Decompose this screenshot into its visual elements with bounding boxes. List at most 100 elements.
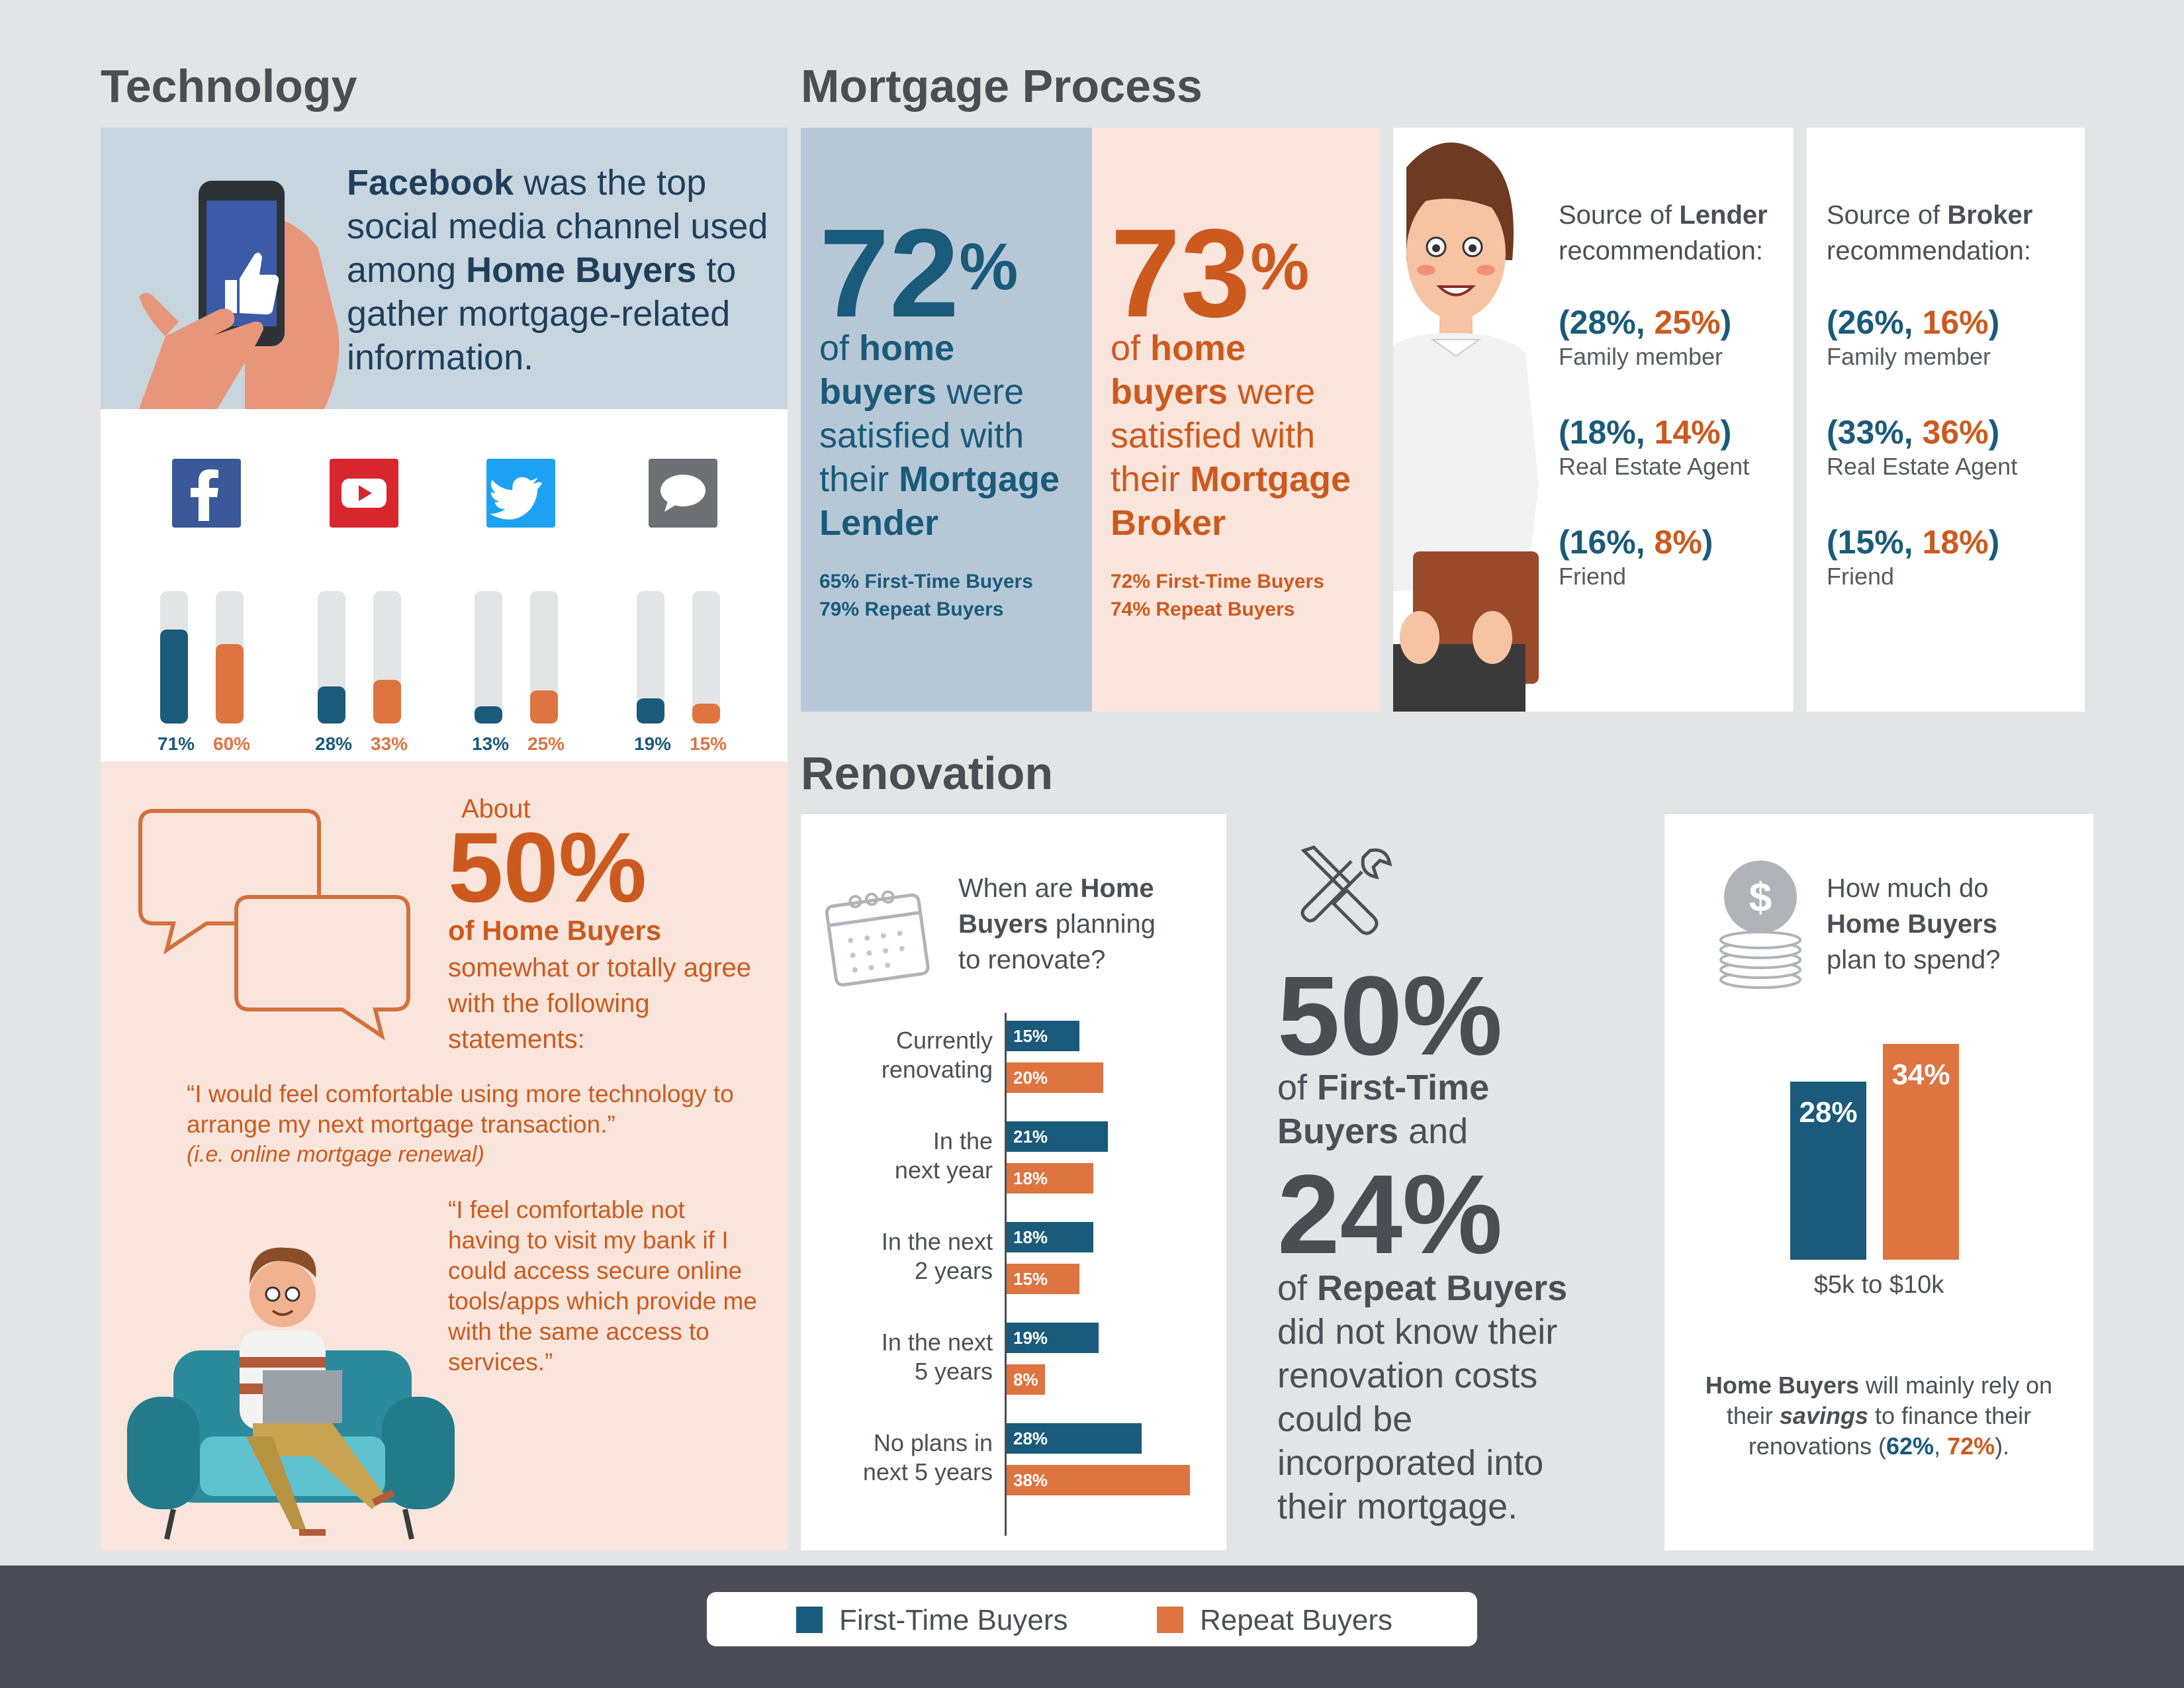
cost-first-label: of First-Time Buyers and (1277, 1066, 1635, 1153)
source-pair: (16%, 8%) (1559, 523, 1713, 561)
spend-note-end: ). (1995, 1432, 2010, 1460)
cost-first-time: First-Time (1317, 1068, 1490, 1107)
lender-statement: of home buyers were satisfied with their … (819, 326, 1084, 545)
source-repeat-value: 16% (1922, 304, 1989, 341)
technology-heading: Technology (101, 60, 357, 112)
bar-value-repeat: 33% (371, 733, 408, 754)
timing-row-label-line2: next 5 years (862, 1458, 993, 1485)
source-first-time-value: 15% (1837, 524, 1904, 561)
broker-percent: 73% (1111, 211, 1309, 336)
agree-rest: somewhat or totally agree with the follo… (448, 953, 752, 1054)
spend-bar-value-repeat: 34% (1891, 1058, 1950, 1091)
lender-src-t1: Source of (1559, 201, 1680, 230)
timing-row-label: No plans in next 5 years (821, 1429, 993, 1487)
paren-open: ( (1559, 414, 1570, 451)
timing-row-label: Currently renovating (821, 1026, 993, 1084)
agree-panel: About 50% of Home Buyers somewhat or tot… (101, 761, 788, 1550)
broker-sub-first-time: 72% First-Time Buyers (1111, 571, 1324, 592)
spend-q-bold: Home Buyers (1827, 910, 1997, 939)
timing-row-label-line2: next year (894, 1156, 993, 1184)
bar-repeat (530, 690, 558, 724)
spend-note-comma: , (1934, 1432, 1948, 1460)
footer: First-Time Buyers Repeat Buyers (0, 1566, 2184, 1688)
quote-2: “I feel comfortable not having to visit … (448, 1196, 757, 1376)
paren-open: ( (1559, 524, 1570, 561)
broker-statement: of home buyers were satisfied with their … (1111, 326, 1375, 545)
spend-q2: plan to spend? (1827, 945, 2001, 974)
source-repeat-value: 25% (1654, 304, 1721, 341)
quote-1-note: (i.e. online mortgage renewal) (187, 1142, 484, 1167)
fb-text-2: to gather mortgage-related information. (347, 250, 737, 377)
broker-of: of (1111, 328, 1151, 368)
timing-axis-line (1005, 1013, 1007, 1536)
chat-icon (649, 459, 717, 528)
spend-range-label: $5k to $10k (1813, 1271, 1944, 1299)
spend-bar-first-time: 28% (1790, 1082, 1866, 1260)
paren-close: ) (1720, 414, 1732, 451)
timing-bar-first-time: 21% (1007, 1121, 1109, 1152)
timing-row-label-line2: renovating (881, 1056, 993, 1083)
quote-1: “I would feel comfortable using more tec… (187, 1080, 734, 1138)
lender-source-panel: Source of Lender recommendation: (28%, 25… (1393, 128, 1794, 712)
broker-mortgage: Mortgage (1190, 459, 1351, 499)
comma: , (1635, 414, 1655, 451)
lender-were: were satisfied with their (819, 372, 1024, 499)
legend-first-time-label: First-Time Buyers (839, 1604, 1068, 1636)
broker-percent-number: 73 (1111, 203, 1251, 344)
lender-kind: Lender (819, 503, 939, 543)
timing-row-label-line2: 2 years (914, 1257, 993, 1284)
timing-row-label: In the next year (821, 1127, 993, 1185)
broker-source-title: Source of Broker recommendation: (1827, 197, 2032, 269)
lender-sub: 65% First-Time Buyers 79% Repeat Buyers (819, 568, 1033, 624)
timing-bar-repeat: 18% (1007, 1163, 1094, 1194)
bar-value-repeat: 60% (213, 733, 251, 754)
agree-percent: 50% (448, 812, 647, 923)
source-first-time-value: 26% (1837, 304, 1904, 341)
source-pair: (28%, 25%) (1559, 303, 1731, 342)
comma: , (1903, 304, 1923, 341)
legend-repeat-swatch (1157, 1607, 1183, 1633)
tools-icon (1300, 845, 1392, 935)
facebook-icon (172, 459, 241, 528)
lender-percent-sign: % (959, 230, 1019, 304)
timing-bar-first-time: 28% (1007, 1423, 1142, 1454)
bar-first-time (475, 706, 502, 724)
broker-kind: Broker (1111, 503, 1226, 543)
spend-bar-value-first-time: 28% (1799, 1096, 1858, 1129)
svg-text:$: $ (1749, 875, 1772, 921)
fb-text-1: was the top social media channel used am… (347, 163, 768, 290)
timing-bar-repeat: 20% (1007, 1062, 1103, 1093)
social-channel-column: 13% 25% (472, 459, 580, 754)
spend-q1: How much do (1827, 874, 1989, 903)
lender-percent: 72% (819, 211, 1019, 336)
bar-value-first-time: 19% (634, 733, 672, 754)
spend-note-bold: Home Buyers (1705, 1372, 1859, 1399)
broker-src-bold: Broker (1947, 201, 2033, 230)
broker-sub: 72% First-Time Buyers 74% Repeat Buyers (1111, 568, 1324, 624)
lender-src-t2: recommendation: (1559, 236, 1764, 265)
broker-satisfaction-panel: 73% of home buyers were satisfied with th… (1092, 128, 1380, 712)
legend-first-time-swatch (796, 1607, 823, 1633)
cost-and: and (1398, 1111, 1469, 1151)
woman-illustration (1393, 142, 1539, 712)
facebook-panel: Facebook was the top social media channe… (101, 128, 788, 409)
timing-bar-first-time: 15% (1007, 1021, 1079, 1051)
bar-track-first-time (637, 591, 664, 724)
timing-q3: to renovate? (958, 945, 1106, 974)
coins-icon: $ (1719, 861, 1801, 989)
paren-open: ( (1559, 304, 1570, 341)
comma: , (1635, 524, 1655, 561)
youtube-icon (330, 459, 398, 528)
cost-repeat-label: of Repeat Buyers (1277, 1266, 1635, 1310)
bar-first-time (160, 630, 188, 724)
source-label: Family member (1559, 343, 1723, 370)
renovation-heading: Renovation (801, 747, 1054, 799)
timing-row-label: In the next 5 years (821, 1328, 993, 1386)
about-label: About (461, 794, 531, 823)
social-channels-panel: 71% 60% 28% 33% 13% 25% 19% 15% (101, 409, 788, 761)
source-pair: (15%, 18%) (1827, 523, 1999, 561)
bar-first-time (318, 686, 345, 724)
facebook-brand-text: Facebook (347, 163, 514, 203)
source-repeat-value: 18% (1922, 524, 1989, 561)
bar-value-repeat: 15% (690, 733, 727, 754)
